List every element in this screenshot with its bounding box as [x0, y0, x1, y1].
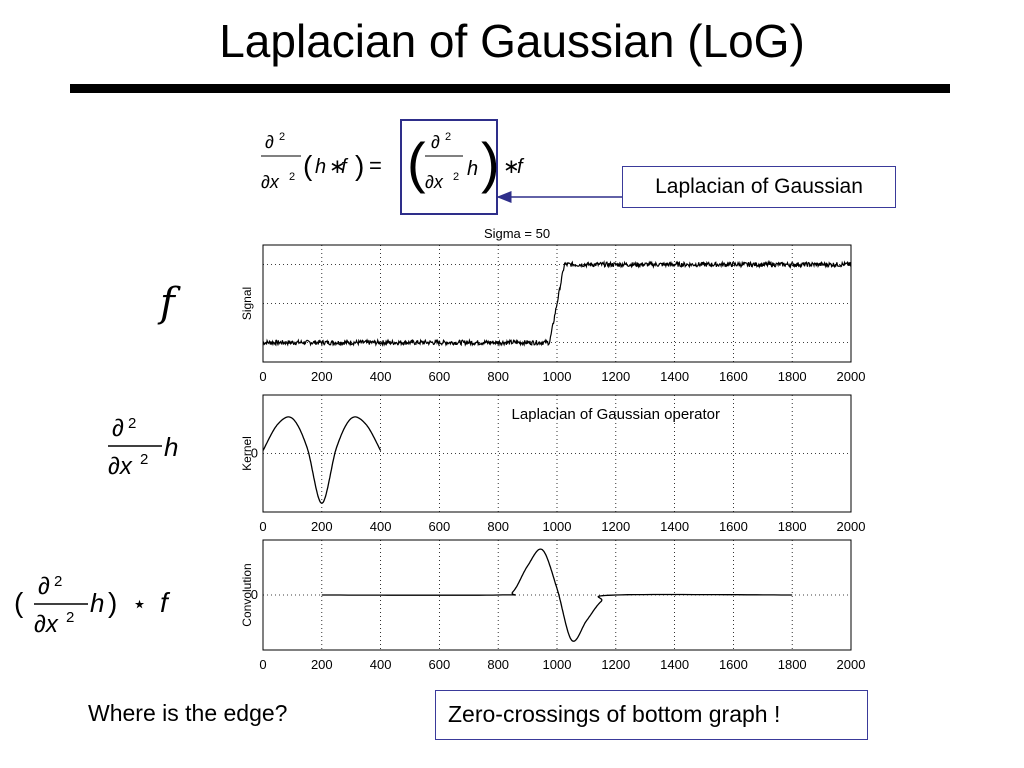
svg-text:): )	[481, 131, 500, 194]
svg-text:h: h	[164, 432, 178, 462]
svg-text:f: f	[341, 156, 349, 178]
svg-text:f: f	[160, 587, 171, 618]
x-tick-label: 1400	[660, 519, 689, 534]
svg-text:∂: ∂	[431, 132, 440, 152]
x-tick-label: 1400	[660, 369, 689, 384]
svg-text:⋆: ⋆	[132, 591, 147, 618]
svg-text:h: h	[315, 156, 326, 178]
answer-box: Zero-crossings of bottom graph !	[435, 690, 868, 740]
x-tick-label: 0	[259, 519, 266, 534]
x-tick-label: 1200	[601, 519, 630, 534]
series-line	[262, 259, 852, 347]
svg-text:∂x: ∂x	[34, 611, 59, 638]
x-tick-label: 2000	[837, 657, 866, 672]
x-tick-label: 1400	[660, 657, 689, 672]
x-tick-label: 1000	[543, 657, 572, 672]
svg-text:∂: ∂	[265, 132, 274, 152]
log-formula: ∂ 2 ∂x 2 ( h ∗ f ) = ( ∂ 2 ∂x 2 h ) ∗ f	[255, 118, 555, 218]
svg-text:(: (	[407, 131, 426, 194]
svg-text:∂x: ∂x	[261, 172, 280, 192]
laplacian-callout-box: Laplacian of Gaussian	[622, 166, 896, 208]
svg-text:): )	[108, 587, 117, 618]
x-tick-label: 2000	[837, 369, 866, 384]
x-tick-label: 1000	[543, 369, 572, 384]
svg-text:2: 2	[128, 415, 136, 432]
y-axis-label: Signal	[240, 287, 254, 320]
y-axis-label: Convolution	[240, 563, 254, 626]
edge-question: Where is the edge?	[88, 700, 288, 726]
svg-text:2: 2	[445, 131, 451, 143]
x-tick-label: 1600	[719, 657, 748, 672]
svg-text:∂: ∂	[112, 415, 124, 442]
x-tick-label: 1600	[719, 519, 748, 534]
slide-title: Laplacian of Gaussian (LoG)	[219, 15, 805, 67]
x-tick-label: 600	[429, 657, 451, 672]
svg-text:∂x: ∂x	[425, 172, 444, 192]
x-tick-label: 1200	[601, 369, 630, 384]
svg-text:=: =	[369, 153, 382, 178]
x-tick-label: 2000	[837, 519, 866, 534]
svg-text:∗: ∗	[329, 156, 346, 178]
x-tick-label: 800	[487, 657, 509, 672]
y-tick-label: 0	[251, 587, 258, 602]
y-axis-label: Kernel	[240, 436, 254, 471]
x-tick-label: 800	[487, 519, 509, 534]
x-tick-label: 0	[259, 657, 266, 672]
y-tick-label: 0	[251, 446, 258, 461]
svg-text:2: 2	[453, 171, 459, 183]
x-tick-label: 1800	[778, 519, 807, 534]
lhs-kernel-label: ∂ 2 ∂x 2 h	[108, 415, 178, 480]
lhs-convolution-label: ( ∂ 2 ∂x 2 h ) ⋆ f	[14, 573, 171, 638]
svg-text:∗: ∗	[503, 156, 520, 178]
x-tick-label: 1200	[601, 657, 630, 672]
x-tick-label: 200	[311, 369, 333, 384]
series-line	[262, 416, 382, 504]
svg-text:2: 2	[66, 609, 74, 626]
svg-text:2: 2	[289, 171, 295, 183]
svg-text:h: h	[467, 158, 478, 180]
x-tick-label: 200	[311, 657, 333, 672]
chart-signal: 0 200 400 600 800 1000 1200 1400 1600 1800 2000 Sig…	[240, 226, 865, 384]
chart-kernel: 0 200 400 600 800 1000 1200 1400 1600 1800 20000Ke…	[240, 394, 866, 534]
x-tick-label: 400	[370, 369, 392, 384]
svg-text:2: 2	[54, 573, 62, 590]
x-tick-label: 800	[487, 369, 509, 384]
svg-text:): )	[355, 150, 364, 181]
x-tick-label: 1800	[778, 369, 807, 384]
svg-text:2: 2	[140, 451, 148, 468]
x-tick-label: 400	[370, 657, 392, 672]
title-underline	[70, 84, 950, 93]
x-tick-label: 1600	[719, 369, 748, 384]
x-tick-label: 1000	[543, 519, 572, 534]
svg-text:(: (	[14, 587, 24, 618]
svg-text:h: h	[90, 588, 104, 618]
x-tick-label: 200	[311, 519, 333, 534]
x-tick-label: 600	[429, 369, 451, 384]
svg-text:∂: ∂	[38, 573, 50, 600]
label-f: f	[160, 280, 175, 326]
chart-title: Sigma = 50	[484, 226, 550, 241]
svg-text:∂x: ∂x	[108, 453, 133, 480]
x-tick-label: 400	[370, 519, 392, 534]
x-tick-label: 600	[429, 519, 451, 534]
series-line	[321, 548, 793, 642]
x-tick-label: 1800	[778, 657, 807, 672]
svg-text:2: 2	[279, 131, 285, 143]
svg-text:(: (	[303, 150, 313, 181]
svg-text:f: f	[517, 156, 525, 178]
chart-annotation: Laplacian of Gaussian operator	[512, 406, 720, 423]
chart-convolution: 0 200 400 600 800 1000 1200 1400 1600 1800 20000Co…	[240, 539, 866, 672]
x-tick-label: 0	[259, 369, 266, 384]
